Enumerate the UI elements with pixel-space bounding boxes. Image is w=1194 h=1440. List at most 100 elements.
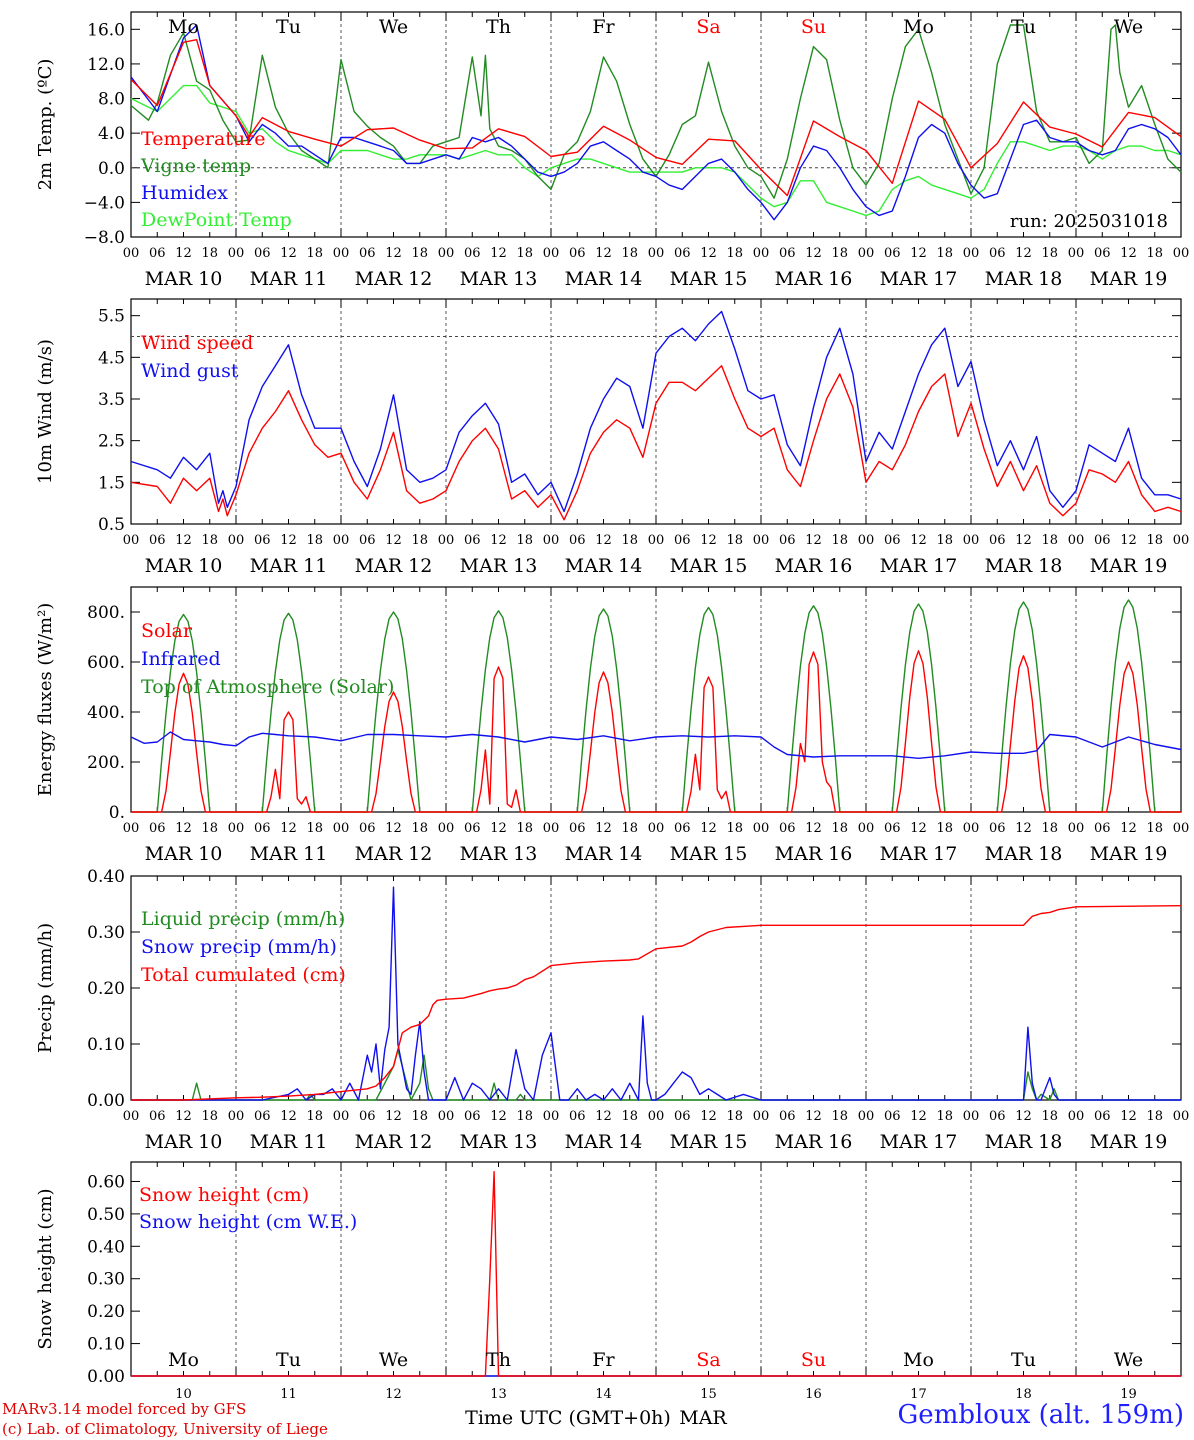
legend-wind-gust: Wind gust: [141, 360, 239, 382]
y-tick-label: 0.50: [87, 1205, 125, 1225]
x-hour-label: 18: [411, 1109, 428, 1124]
x-day-number: 14: [595, 1387, 612, 1402]
legend-wind-speed: Wind speed: [141, 332, 253, 354]
weekday-label: We: [379, 16, 408, 38]
x-hour-label: 12: [280, 246, 297, 261]
x-hour-label: 12: [700, 821, 717, 836]
y-tick-label: 0.10: [87, 1035, 125, 1055]
x-hour-label: 18: [1146, 533, 1163, 548]
y-tick-label: 4.0: [98, 124, 125, 144]
x-hour-label: 06: [464, 1109, 481, 1124]
x-hour-label: 00: [858, 821, 875, 836]
y-tick-label: 800.: [87, 603, 125, 623]
y-tick-label: 600.: [87, 653, 125, 673]
x-hour-label: 06: [1094, 533, 1111, 548]
x-date-label: MAR 12: [355, 268, 433, 290]
y-tick-label: 0.30: [87, 923, 125, 943]
x-date-label: MAR 14: [565, 1131, 643, 1153]
x-hour-label: 00: [228, 821, 245, 836]
x-hour-label: 12: [595, 821, 612, 836]
x-day-number: 18: [1015, 1387, 1032, 1402]
x-hour-label: 12: [490, 1109, 507, 1124]
run-label: run: 2025031018: [1010, 211, 1168, 232]
x-hour-label: 18: [1146, 1109, 1163, 1124]
x-hour-label: 18: [1041, 1109, 1058, 1124]
x-hour-label: 18: [1146, 821, 1163, 836]
x-date-label: MAR 19: [1090, 1131, 1168, 1153]
x-hour-label: 12: [805, 246, 822, 261]
x-hour-label: 12: [910, 821, 927, 836]
x-date-label: MAR 10: [145, 843, 223, 865]
x-hour-label: 18: [201, 533, 218, 548]
weekday-label: Sa: [696, 1349, 720, 1371]
x-hour-label: 00: [333, 821, 350, 836]
legend-temperature: Temperature: [141, 128, 265, 150]
x-day-number: 10: [175, 1387, 192, 1402]
lab-credit: (c) Lab. of Climatology, University of L…: [2, 1420, 328, 1438]
x-hour-label: 12: [280, 533, 297, 548]
x-date-label: MAR 15: [670, 555, 748, 577]
x-hour-label: 06: [674, 1109, 691, 1124]
x-hour-label: 06: [884, 246, 901, 261]
x-date-label: MAR 13: [460, 268, 538, 290]
x-hour-label: 00: [1068, 821, 1085, 836]
x-hour-label: 12: [1120, 246, 1137, 261]
x-hour-label: 18: [516, 533, 533, 548]
x-hour-label: 06: [149, 821, 166, 836]
x-hour-label: 00: [858, 246, 875, 261]
series-wind-speed: [130, 365, 1182, 521]
x-hour-label: 18: [1146, 246, 1163, 261]
x-hour-label: 18: [516, 1109, 533, 1124]
x-axis-month: MAR: [679, 1407, 727, 1429]
x-date-label: MAR 17: [880, 555, 958, 577]
y-tick-label: 0.20: [87, 979, 125, 999]
y-axis-label: Energy fluxes (W/m²): [35, 603, 56, 797]
x-hour-label: 12: [1015, 533, 1032, 548]
x-hour-label: 06: [989, 1109, 1006, 1124]
y-tick-label: 0.40: [87, 867, 125, 887]
x-hour-label: 00: [438, 1109, 455, 1124]
x-hour-label: 06: [569, 1109, 586, 1124]
x-hour-label: 12: [175, 246, 192, 261]
x-hour-label: 18: [306, 1109, 323, 1124]
x-hour-label: 00: [543, 821, 560, 836]
x-hour-label: 12: [280, 821, 297, 836]
x-hour-label: 12: [595, 246, 612, 261]
x-date-label: MAR 16: [775, 555, 853, 577]
x-date-label: MAR 10: [145, 268, 223, 290]
weekday-label: We: [379, 1349, 408, 1371]
x-hour-label: 00: [648, 246, 665, 261]
x-hour-label: 18: [831, 821, 848, 836]
x-hour-label: 12: [910, 246, 927, 261]
y-tick-label: 0.: [109, 803, 125, 823]
weekday-label: Tu: [1011, 16, 1036, 38]
x-hour-label: 00: [963, 821, 980, 836]
x-hour-label: 18: [726, 821, 743, 836]
x-hour-label: 00: [543, 533, 560, 548]
x-hour-label: 00: [753, 533, 770, 548]
x-hour-label: 12: [700, 533, 717, 548]
x-hour-label: 00: [1173, 1109, 1190, 1124]
legend-snow-height-cm-: Snow height (cm): [139, 1184, 309, 1206]
x-date-label: MAR 18: [985, 268, 1063, 290]
weekday-label: Fr: [592, 1349, 615, 1371]
x-day-number: 17: [910, 1387, 927, 1402]
y-axis-label: Precip (mm/h): [35, 923, 56, 1053]
x-hour-label: 06: [569, 246, 586, 261]
weekday-label: Mo: [168, 1349, 199, 1371]
x-hour-label: 06: [884, 1109, 901, 1124]
series-snow-precip-mm-h-: [131, 886, 1181, 1101]
x-hour-label: 18: [621, 821, 638, 836]
x-date-label: MAR 12: [355, 1131, 433, 1153]
y-tick-label: 0.00: [87, 1367, 125, 1387]
x-hour-label: 00: [648, 533, 665, 548]
legend-liquid-precip-mm-h-: Liquid precip (mm/h): [141, 908, 345, 930]
legend-dewpoint-temp: DewPoint Temp: [141, 209, 292, 231]
x-hour-label: 12: [1120, 533, 1137, 548]
x-day-number: 16: [805, 1387, 822, 1402]
x-hour-label: 18: [831, 1109, 848, 1124]
x-date-label: MAR 16: [775, 843, 853, 865]
x-hour-label: 06: [779, 821, 796, 836]
x-date-label: MAR 10: [145, 555, 223, 577]
x-hour-label: 06: [359, 1109, 376, 1124]
